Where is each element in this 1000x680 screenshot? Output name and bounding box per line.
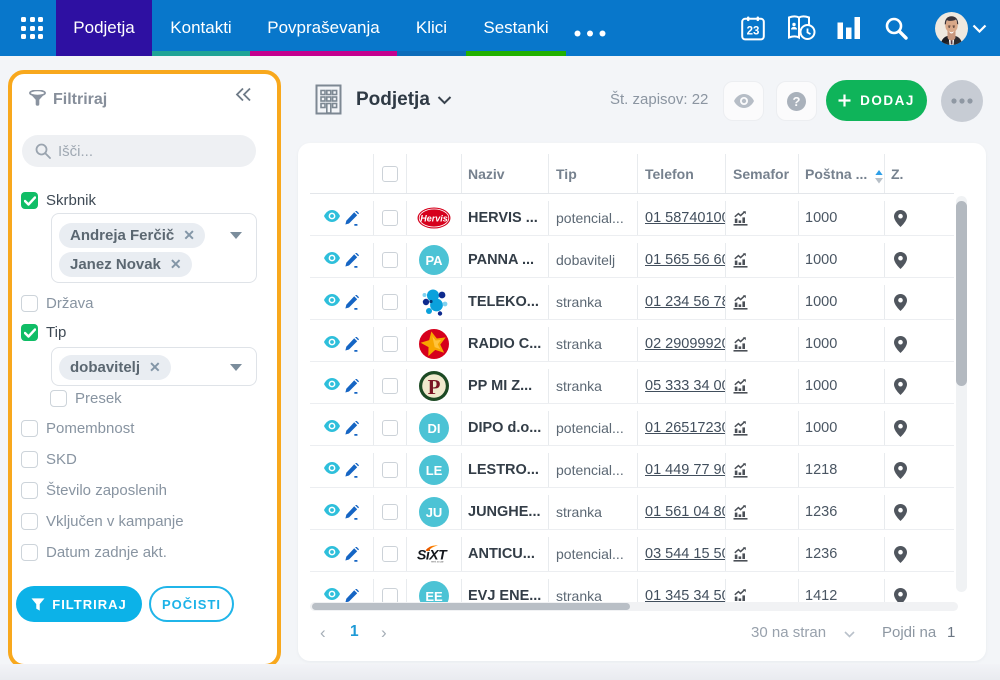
svg-text:Hervis: Hervis — [420, 214, 448, 224]
svg-text:?: ? — [793, 94, 801, 109]
svg-text:SiXT: SiXT — [417, 547, 448, 563]
svg-text:23: 23 — [747, 25, 760, 37]
svg-text:P: P — [428, 375, 441, 399]
svg-text:rent a car: rent a car — [431, 560, 444, 563]
